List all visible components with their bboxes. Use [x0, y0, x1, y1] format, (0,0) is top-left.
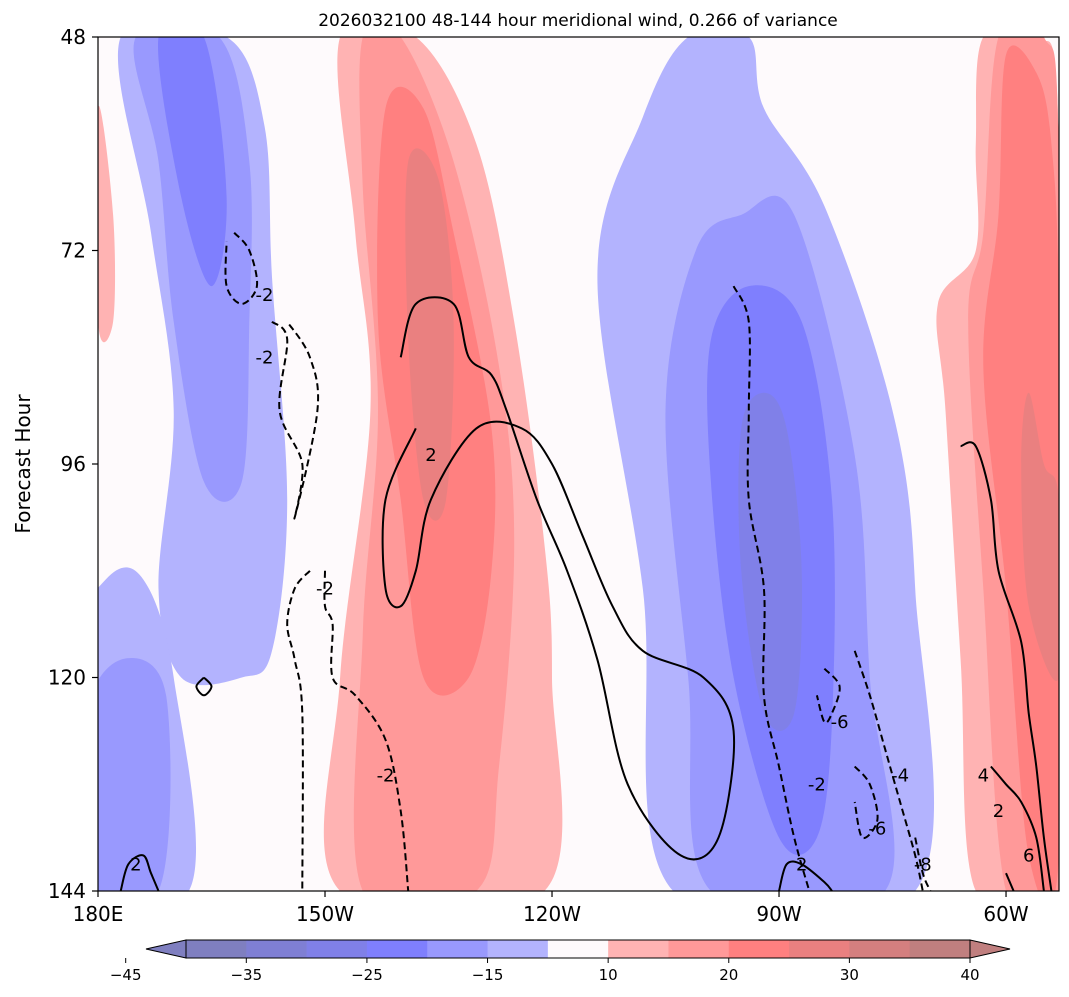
colorbar-tick-label-7: 40: [960, 966, 979, 984]
colorbar-swatch-4: [427, 940, 489, 958]
contour-2-bottom-label: 2: [796, 854, 807, 875]
fill-red-band-east-core: [983, 45, 1059, 891]
x-tick-label-2: 120W: [523, 902, 581, 926]
y-tick-label-1: 72: [61, 239, 86, 263]
fill-blue-band-west-core: [158, 37, 227, 287]
filled-contours: [98, 37, 1059, 891]
colorbar-swatch-5: [487, 940, 549, 958]
colorbar-swatch-6: [547, 940, 609, 958]
colorbar-frame: [185, 939, 971, 959]
y-tick-label-4: 144: [48, 879, 86, 903]
contour-2-bottom: [778, 860, 833, 891]
chart-title: 2026032100 48-144 hour meridional wind, …: [318, 11, 838, 31]
contour-minus6-east-label: -6: [868, 819, 886, 840]
contour-6-east-label: 6: [1023, 845, 1034, 866]
contour-2-sw-label: 2: [130, 854, 141, 875]
colorbar-swatch-7: [608, 940, 669, 958]
contour-minus8-east-label: -8: [914, 854, 932, 875]
colorbar-tick-label-1: −35: [230, 966, 262, 984]
contour-2-sw: [119, 854, 160, 891]
contour-minus2-a: [224, 232, 259, 305]
x-axis: 180E 150W 120W 90W 60W: [73, 891, 1029, 926]
colorbar-swatch-2: [306, 940, 368, 958]
fill-red-left-edge: [98, 105, 116, 343]
contour-2-east: [960, 441, 1053, 891]
contour-minus6-center: [815, 667, 841, 724]
y-tick-label-2: 96: [61, 452, 86, 476]
fill-blue-band-center-deep: [738, 392, 803, 731]
contour-minus2-b-label: -2: [255, 347, 273, 368]
x-tick-label-4: 60W: [983, 902, 1028, 926]
contour-minus4-east-label: -4: [891, 765, 909, 786]
y-axis: 48 72 96 120 144: [48, 25, 98, 903]
contour-4-east: [990, 765, 1045, 891]
contour-minus2-d-label: -2: [377, 765, 395, 786]
colorbar-swatch-8: [668, 940, 730, 958]
fill-red-band-west-deep: [405, 148, 454, 521]
contour-2-west: [381, 296, 736, 861]
colorbar-tick-label-3: −15: [472, 966, 504, 984]
colorbar-swatch-9: [728, 940, 790, 958]
contour-4-east-label: 4: [978, 765, 989, 786]
contour-minus6-east: [853, 765, 879, 840]
contour-minus2-c-label: -2: [316, 579, 334, 600]
colorbar: −45 −35 −25 −15 10 20 30 40: [110, 939, 1011, 984]
colorbar-extend-min: [145, 939, 187, 959]
contour-minus8-east: [914, 837, 932, 891]
contour-minus2-d: [323, 570, 410, 891]
colorbar-swatch-11: [849, 940, 911, 958]
contour-minus6-center-label: -6: [831, 712, 849, 733]
contour-diamond: [195, 676, 213, 697]
colorbar-tick-label-0: −45: [110, 966, 142, 984]
colorbar-tick-label-4: 10: [599, 966, 618, 984]
fill-red-band-east-deep: [1021, 392, 1059, 681]
colorbar-swatch-0: [186, 940, 247, 958]
x-tick-label-0: 180E: [73, 902, 124, 926]
y-tick-label-0: 48: [61, 25, 86, 49]
colorbar-swatch-12: [909, 940, 971, 958]
colorbar-tick-label-6: 30: [840, 966, 859, 984]
contour-minus2-c: [286, 570, 311, 891]
x-tick-label-1: 150W: [296, 902, 354, 926]
y-axis-label: Forecast Hour: [11, 394, 35, 534]
colorbar-tick-label-2: −25: [351, 966, 383, 984]
contour-minus2-a-label: -2: [255, 285, 273, 306]
fill-blue-sw-inner: [98, 657, 171, 891]
contour-lines: [119, 232, 1053, 891]
y-tick-label-3: 120: [48, 666, 86, 690]
contour-2-west-label: 2: [425, 445, 436, 466]
contour-minus2-east-label: -2: [808, 774, 826, 795]
colorbar-tick-label-5: 20: [719, 966, 738, 984]
colorbar-extend-max: [969, 939, 1011, 959]
contour-minus2-b: [271, 320, 320, 520]
colorbar-swatch-1: [246, 940, 308, 958]
colorbar-swatch-10: [789, 940, 850, 958]
contour-2-east-label: 2: [993, 801, 1004, 822]
contour-minus2-east: [732, 285, 811, 891]
contour-6-east: [1005, 872, 1015, 891]
x-tick-label-3: 90W: [756, 902, 801, 926]
colorbar-swatch-3: [366, 940, 428, 958]
